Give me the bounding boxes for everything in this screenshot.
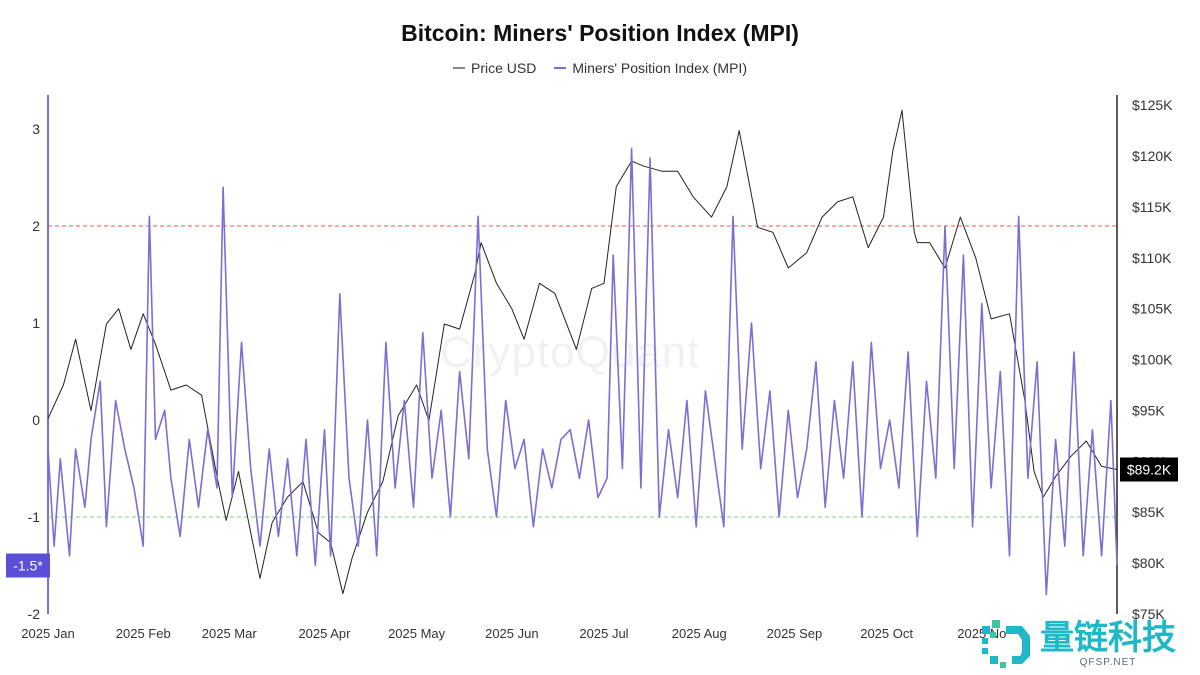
chart-title: Bitcoin: Miners' Position Index (MPI)	[401, 20, 799, 46]
legend-swatch-mpi	[554, 67, 567, 69]
legend-swatch-price	[453, 67, 465, 69]
logo-text-en: QFSP.NET	[1079, 657, 1137, 668]
y-right-tick-label: $85K	[1132, 504, 1165, 520]
x-tick-label: 2025 Apr	[298, 626, 351, 641]
logo-text-cn: 量链科技	[1040, 618, 1176, 658]
y-right-tick-label: $105K	[1132, 301, 1173, 317]
y-left-tick-label: 3	[32, 121, 40, 137]
price-current-marker	[1120, 457, 1178, 482]
mpi-series-line	[47, 147, 1118, 596]
y-right-tick-label: $110K	[1132, 250, 1172, 266]
y-left-tick-label: -2	[28, 606, 41, 622]
price-series-line	[47, 109, 1118, 595]
mpi-current-marker	[6, 553, 50, 578]
price-current-value: $89.2K	[1127, 461, 1172, 477]
y-right-tick-label: $120K	[1132, 148, 1173, 164]
x-tick-label: 2025 Mar	[202, 626, 258, 641]
legend-item-mpi[interactable]: Miners' Position Index (MPI)	[554, 60, 747, 76]
legend-item-price[interactable]: Price USD	[453, 60, 536, 76]
x-tick-label: 2025 Jun	[485, 626, 539, 641]
y-right-tick-label: $125K	[1132, 97, 1173, 113]
y-left-tick-label: 2	[32, 218, 40, 234]
y-left-tick-label: -1	[28, 509, 41, 525]
x-tick-label: 2025 Jan	[21, 626, 75, 641]
legend-label-mpi: Miners' Position Index (MPI)	[572, 60, 747, 76]
y-right-tick-label: $75K	[1132, 606, 1165, 622]
x-tick-label: 2025 Sep	[767, 626, 823, 641]
legend-label-price: Price USD	[471, 60, 537, 76]
x-tick-label: 2025 Feb	[116, 626, 171, 641]
y-right-tick-label: $100K	[1132, 352, 1173, 368]
legend: Price USD Miners' Position Index (MPI)	[0, 60, 1200, 76]
y-right-tick-label: $95K	[1132, 402, 1165, 418]
y-left-tick-label: 0	[32, 412, 40, 428]
y-right-tick-label: $80K	[1132, 555, 1165, 571]
x-tick-label: 2025 Jul	[579, 626, 628, 641]
x-tick-label: 2025 May	[388, 626, 446, 641]
site-logo: 量链科技 QFSP.NET	[978, 612, 1200, 675]
x-tick-label: 2025 Oct	[860, 626, 913, 641]
y-left-tick-label: 1	[32, 315, 40, 331]
y-right-tick-label: $115K	[1132, 199, 1172, 215]
logo-mark-icon	[982, 619, 1030, 668]
mpi-current-value: -1.5*	[13, 557, 43, 573]
x-tick-label: 2025 Aug	[672, 626, 727, 641]
